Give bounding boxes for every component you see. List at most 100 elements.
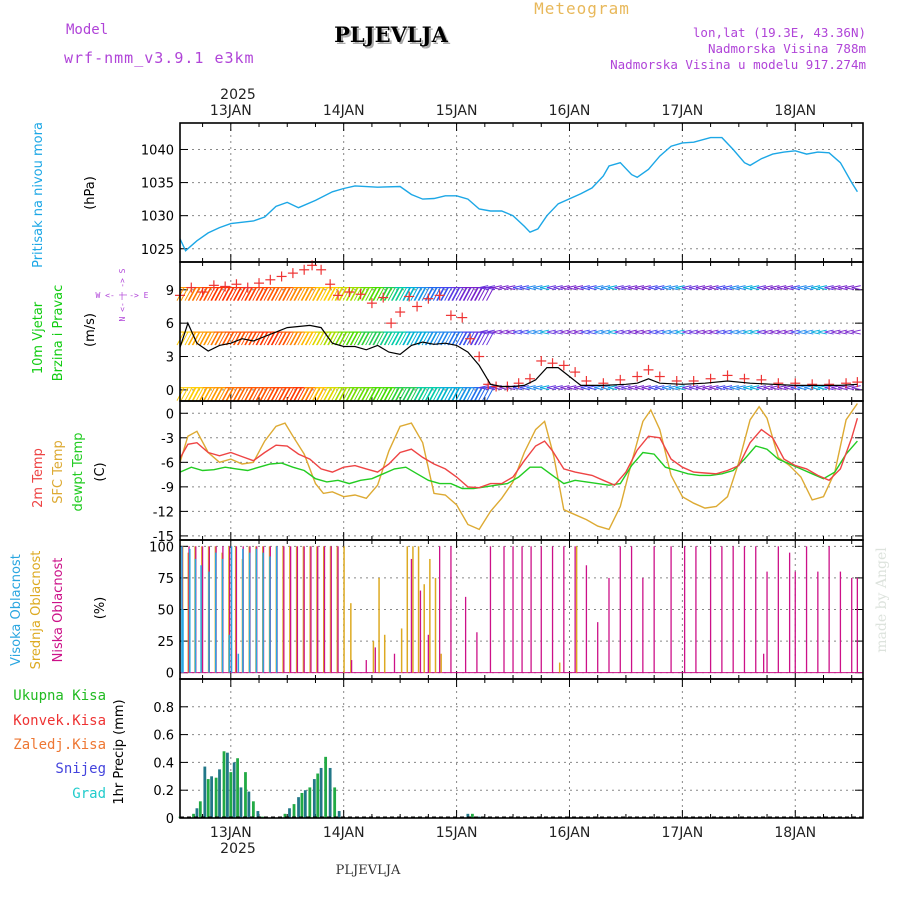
wind-barb-calm	[560, 387, 570, 391]
wind-barb-calm	[492, 329, 502, 333]
wind-barb-calm	[804, 331, 814, 335]
wind-barb-feather	[403, 287, 411, 301]
wind-barb-feather	[482, 387, 490, 401]
wind-barb-calm	[580, 331, 590, 335]
wind-barb-feather	[376, 387, 385, 401]
wind-barb-feather	[237, 287, 245, 301]
wind-barb-calm	[709, 285, 719, 289]
wind-barb-calm	[702, 285, 712, 289]
wind-barb-calm	[621, 329, 631, 333]
wind-barb-calm	[540, 285, 550, 289]
elevation-label: Nadmorska Visina 788m	[708, 41, 866, 56]
wind-barb-calm	[567, 329, 577, 333]
wind-barb-feather	[384, 287, 393, 301]
wind-barb-feather	[270, 387, 279, 401]
precip-bar	[203, 766, 207, 818]
wind-barb-feather	[387, 387, 396, 401]
wind-barb-feather	[474, 387, 482, 401]
wind-barb-feather	[338, 287, 347, 301]
wind-barb-calm	[519, 331, 529, 335]
wind-barb-feather	[278, 287, 287, 301]
wind-barb-feather	[444, 387, 453, 401]
precip-panel: 0 0.2 0.4 0.6 0.8	[153, 678, 864, 827]
cloud-ytick-label: 50	[157, 604, 174, 619]
wind-barb-calm	[824, 285, 834, 289]
wind-barb-calm	[695, 329, 706, 333]
wind-barb-feather	[440, 287, 449, 301]
precip-bar	[210, 776, 214, 818]
meteogram-title: Meteogram	[534, 0, 630, 18]
temp-unit: (C)	[93, 462, 108, 481]
wind-barb-feather	[263, 387, 272, 401]
precip-bar	[214, 777, 218, 818]
wind-barb-feather	[241, 331, 249, 346]
wind-barb-feather	[379, 331, 388, 346]
wind-barb-feather	[418, 287, 427, 301]
wind-barb-calm	[506, 287, 516, 291]
wind-barb-feather	[255, 287, 264, 301]
wind-barb-feather	[286, 287, 295, 301]
sfc-temp-title: SFC Temp	[51, 440, 66, 504]
wind-barb-feather	[203, 287, 212, 301]
precip-bar	[198, 801, 202, 818]
wind-barb-calm	[716, 385, 726, 389]
wind-barb-feather	[244, 387, 253, 401]
wind-barb-calm	[702, 329, 712, 333]
wind-barb-calm	[736, 385, 746, 389]
wind-barb-feather	[221, 331, 230, 346]
top-day-label: 13JAN	[210, 103, 252, 119]
wind-barb-feather	[304, 287, 313, 301]
wind-barb-calm	[695, 331, 706, 335]
wind-barb-calm	[682, 385, 692, 389]
wind-barb-feather	[417, 387, 426, 401]
wind-barb-calm	[851, 329, 861, 333]
wind-barb-feather	[421, 287, 430, 301]
wind-barb-feather	[384, 331, 393, 346]
wind-barb-calm	[567, 331, 577, 335]
wind-barb-feather	[199, 331, 208, 346]
wind-ytick-label: 9	[166, 284, 174, 299]
wind-barb-feather	[327, 287, 336, 301]
wind-barb-feather	[466, 287, 475, 301]
wind-barb-calm	[600, 287, 611, 291]
wind-barb-calm	[594, 285, 604, 289]
wind-barb-feather	[368, 331, 377, 346]
top-day-label: 17JAN	[661, 103, 703, 119]
wind-barb-calm	[499, 329, 509, 333]
wind-barb-feather	[353, 387, 362, 401]
wind-barb-feather	[203, 387, 212, 401]
wind-barb-calm	[485, 287, 496, 291]
wind-barb-calm	[567, 287, 577, 291]
wind-barb-feather	[349, 287, 358, 301]
wind-barb-feather	[383, 387, 392, 401]
wind-barb-feather	[233, 287, 241, 301]
wind-barb-feather	[192, 331, 201, 346]
wind-barb-feather	[406, 387, 415, 401]
wind-barb-calm	[587, 387, 597, 391]
wind-barb-feather	[428, 387, 437, 401]
precip-bar	[308, 787, 312, 818]
wind-barb-calm	[763, 285, 773, 289]
wind-barb-calm	[479, 285, 489, 289]
precip-bar	[232, 762, 236, 818]
wind-barb-calm	[736, 387, 746, 391]
wind-barb-feather	[221, 387, 230, 401]
wind-barb-calm	[790, 329, 800, 333]
wind-barb-calm	[512, 331, 523, 335]
wind-barb-feather	[245, 287, 253, 301]
wind-barb-calm	[553, 387, 563, 391]
wind-barb-feather	[282, 287, 291, 301]
wind-barb-feather	[376, 287, 385, 301]
wind-barb-calm	[621, 387, 631, 391]
wind-barb-calm	[479, 387, 489, 391]
wind-barb-feather	[436, 287, 445, 301]
wind-barb-feather	[486, 331, 494, 346]
wind-barb-feather	[447, 387, 456, 401]
wind-barb-calm	[729, 285, 739, 289]
wind-barb-feather	[474, 331, 482, 346]
wind-barb-feather	[417, 287, 426, 301]
precip-bar	[283, 813, 287, 818]
wind-barb-calm	[797, 329, 807, 333]
wind-barb-feather	[399, 331, 407, 346]
wind-barb-calm	[851, 385, 861, 389]
